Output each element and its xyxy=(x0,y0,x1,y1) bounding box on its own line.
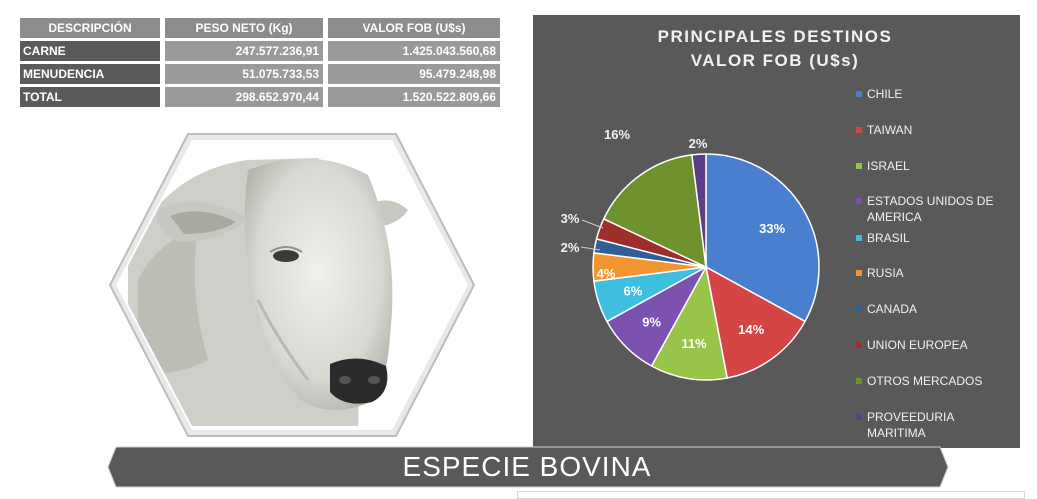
legend-swatch xyxy=(856,163,862,169)
row-desc: MENUDENCIA xyxy=(20,64,160,84)
data-label-union-europea: 3% xyxy=(561,211,580,226)
legend-item-otros-mercados: OTROS MERCADOS xyxy=(856,373,982,389)
legend-item-rusia: RUSIA xyxy=(856,265,904,281)
legend-swatch xyxy=(856,306,862,312)
row-peso: 298.652.970,44 xyxy=(165,87,323,107)
legend-swatch xyxy=(856,270,862,276)
data-label-canada: 2% xyxy=(561,240,580,255)
legend-swatch xyxy=(856,342,862,348)
pie-slice-otros-mercados xyxy=(602,154,707,269)
header-peso-neto: PESO NETO (Kg) xyxy=(165,18,323,38)
table-header-row: DESCRIPCIÓN PESO NETO (Kg) VALOR FOB (U$… xyxy=(20,18,500,41)
data-label-brasil: 6% xyxy=(624,284,643,299)
pie-slice-proveeduria-maritima xyxy=(690,153,707,268)
legend-label: OTROS MERCADOS xyxy=(867,374,983,388)
legend-label: ISRAEL xyxy=(867,159,910,173)
header-descripcion: DESCRIPCIÓN xyxy=(20,18,160,38)
legend-label: CANADA xyxy=(867,302,918,316)
legend-item-canada: CANADA xyxy=(856,301,917,317)
legend-item-proveeduria-maritima: PROVEEDURIA MARITIMA xyxy=(856,409,954,441)
row-desc: CARNE xyxy=(20,41,160,61)
legend-swatch xyxy=(856,235,862,241)
cow-hexagon-photo xyxy=(108,133,476,437)
legend-item-estados-unidos-de-america: ESTADOS UNIDOS DE AMERICA xyxy=(856,193,993,225)
chart-title-line2: VALOR FOB (U$s) xyxy=(690,51,860,70)
bottom-frame xyxy=(517,491,1025,499)
pie-slice-chile xyxy=(705,153,820,323)
row-fob: 95.479.248,98 xyxy=(328,64,500,84)
pie-chart: 33% 14% 11% 9% 6% 4% 2% 3% 16% 2% xyxy=(561,127,820,381)
row-peso: 247.577.236,91 xyxy=(165,41,323,61)
legend-item-taiwan: TAIWAN xyxy=(856,122,912,138)
table-row: TOTAL 298.652.970,44 1.520.522.809,66 xyxy=(20,87,500,110)
pie-slice-israel xyxy=(650,264,729,381)
pie-slice-taiwan xyxy=(704,265,807,379)
summary-table: DESCRIPCIÓN PESO NETO (Kg) VALOR FOB (U$… xyxy=(20,18,500,110)
header-valor-fob: VALOR FOB (U$s) xyxy=(328,18,500,38)
title-banner xyxy=(107,446,949,488)
data-label-proveeduria-maritima: 2% xyxy=(689,136,708,151)
legend-item-union-europea: UNION EUROPEA xyxy=(856,337,968,353)
table-row: MENUDENCIA 51.075.733,53 95.479.248,98 xyxy=(20,64,500,87)
legend-item-chile: CHILE xyxy=(856,86,902,102)
legend-swatch xyxy=(856,378,862,384)
legend-label: TAIWAN xyxy=(867,123,913,137)
table-row: CARNE 247.577.236,91 1.425.043.560,68 xyxy=(20,41,500,64)
leader-line xyxy=(581,219,604,229)
data-label-rusia: 4% xyxy=(597,266,616,281)
row-desc: TOTAL xyxy=(20,87,160,107)
row-fob: 1.425.043.560,68 xyxy=(328,41,500,61)
leader-line xyxy=(580,246,601,251)
legend-label: RUSIA xyxy=(867,266,904,280)
legend-label: UNION EUROPEA xyxy=(867,338,968,352)
data-label-estados-unidos-de-america: 9% xyxy=(642,314,661,329)
legend-item-brasil: BRASIL xyxy=(856,230,910,246)
legend-label: ESTADOS UNIDOS DE AMERICA xyxy=(867,194,994,224)
legend-label: PROVEEDURIA MARITIMA xyxy=(867,410,955,440)
data-label-taiwan: 14% xyxy=(738,322,764,337)
legend-swatch xyxy=(856,127,862,133)
legend-label: CHILE xyxy=(867,87,903,101)
banner-title: ESPECIE BOVINA xyxy=(402,451,652,482)
data-label-otros-mercados: 16% xyxy=(604,127,630,142)
data-label-israel: 11% xyxy=(681,336,707,351)
data-label-chile: 33% xyxy=(759,221,785,236)
row-peso: 51.075.733,53 xyxy=(165,64,323,84)
legend-item-israel: ISRAEL xyxy=(856,158,910,174)
row-fob: 1.520.522.809,66 xyxy=(328,87,500,107)
legend-label: BRASIL xyxy=(867,231,910,245)
legend-swatch xyxy=(856,198,862,204)
legend-swatch xyxy=(856,91,862,97)
chart-title-line1: PRINCIPALES DESTINOS xyxy=(657,27,893,46)
legend-swatch xyxy=(856,414,862,420)
